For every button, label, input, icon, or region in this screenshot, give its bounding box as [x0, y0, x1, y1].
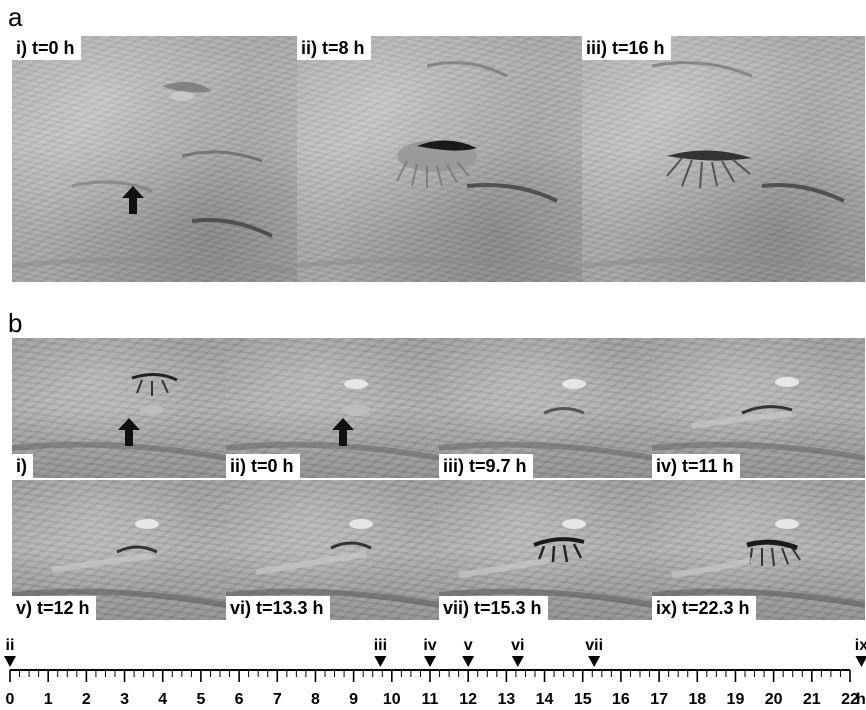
frame-label: i) t=0 h	[12, 36, 81, 60]
terrain-texture	[226, 379, 439, 461]
timeline-axis: 0 1 2 3 4 5 6 7 8 9 10 11 12 13 14 15 16 17 18 19 20 21 22 ii i…	[4, 637, 866, 708]
timeline-marker-triangle	[424, 656, 436, 667]
panel-b-frame-2: ii) t=0 h	[226, 338, 439, 478]
timeline-marker-triangle	[4, 656, 16, 667]
frame-label: ii) t=8 h	[297, 36, 371, 60]
tick-label: 10	[383, 691, 401, 708]
frame-label: iii) t=16 h	[582, 36, 671, 60]
timeline-markers: ii iii iv v vi vii ix	[4, 637, 866, 667]
panel-a-frame-1: i) t=0 h	[12, 36, 297, 282]
terrain-texture	[297, 61, 582, 274]
terrain-texture	[12, 82, 297, 274]
tick-label: 3	[120, 691, 129, 708]
panel-b-frame-7: vii) t=15.3 h	[439, 480, 652, 620]
timeline-marker-label: iii	[374, 637, 387, 654]
tick-label: 6	[235, 691, 244, 708]
panel-b-letter: b	[8, 308, 23, 338]
tick-label: 4	[158, 691, 167, 708]
panel-b-frame-3: iii) t=9.7 h	[439, 338, 652, 478]
tick-label: 18	[688, 691, 706, 708]
tick-label: 7	[273, 691, 282, 708]
timeline-tick-labels: 0 1 2 3 4 5 6 7 8 9 10 11 12 13 14 15 16 17 18 19 20 21 22	[6, 691, 859, 708]
frame-label: i)	[12, 454, 33, 478]
frame-label: vi) t=13.3 h	[226, 596, 330, 620]
terrain-texture	[582, 61, 865, 274]
tick-label: 20	[765, 691, 783, 708]
panel-a-frame-3: iii) t=16 h	[582, 36, 865, 282]
timeline-marker-triangle	[462, 656, 475, 667]
tick-label: 21	[803, 691, 821, 708]
timeline-marker-triangle	[374, 656, 387, 667]
timeline-unit-label: h	[856, 691, 866, 708]
timeline-marker-label: vi	[511, 637, 524, 654]
terrain-texture	[12, 373, 226, 461]
tick-label: 19	[727, 691, 745, 708]
panel-a-frame-2: ii) t=8 h	[297, 36, 582, 282]
terrain-texture	[12, 519, 226, 608]
timeline-marker-triangle	[511, 656, 524, 667]
panel-b-frame-1: i)	[12, 338, 226, 478]
timeline-ticks	[9, 670, 851, 682]
panel-a-letter: a	[8, 2, 23, 32]
timeline-marker-label: v	[464, 637, 473, 654]
timeline-marker-label: ii	[6, 637, 15, 654]
tick-label: 13	[497, 691, 515, 708]
panel-b-frame-5: v) t=12 h	[12, 480, 226, 620]
tick-label: 17	[650, 691, 668, 708]
terrain-texture	[652, 519, 865, 608]
tick-label: 0	[6, 691, 15, 708]
tick-label: 15	[574, 691, 592, 708]
tick-label: 8	[311, 691, 320, 708]
tick-label: 12	[459, 691, 477, 708]
panel-b-frame-6: vi) t=13.3 h	[226, 480, 439, 620]
tick-label: 5	[196, 691, 205, 708]
tick-label: 14	[536, 691, 554, 708]
terrain-texture	[439, 379, 652, 461]
arrow-up-icon	[122, 186, 144, 214]
timeline-marker-label: ix	[855, 637, 866, 654]
arrow-up-icon	[332, 418, 354, 446]
timeline-marker-label: iv	[423, 637, 436, 654]
timeline-marker-label: vii	[585, 637, 603, 654]
frame-label: v) t=12 h	[12, 596, 96, 620]
terrain-texture	[226, 519, 439, 608]
frame-label: vii) t=15.3 h	[439, 596, 548, 620]
terrain-texture	[439, 519, 652, 608]
frame-label: iii) t=9.7 h	[439, 454, 533, 478]
tick-label: 16	[612, 691, 630, 708]
tick-label: 9	[349, 691, 358, 708]
arrow-up-icon	[118, 418, 140, 446]
tick-label: 22	[841, 691, 859, 708]
tick-label: 2	[82, 691, 91, 708]
frame-label: ii) t=0 h	[226, 454, 300, 478]
timeline-marker-triangle	[855, 656, 866, 667]
tick-label: 11	[422, 691, 439, 708]
panel-b-frame-4: iv) t=11 h	[652, 338, 865, 478]
frame-label: ix) t=22.3 h	[652, 596, 756, 620]
terrain-texture	[652, 377, 865, 461]
tick-label: 1	[44, 691, 53, 708]
panel-b-frame-8: ix) t=22.3 h	[652, 480, 865, 620]
timeline-marker-triangle	[588, 656, 601, 667]
frame-label: iv) t=11 h	[652, 454, 740, 478]
